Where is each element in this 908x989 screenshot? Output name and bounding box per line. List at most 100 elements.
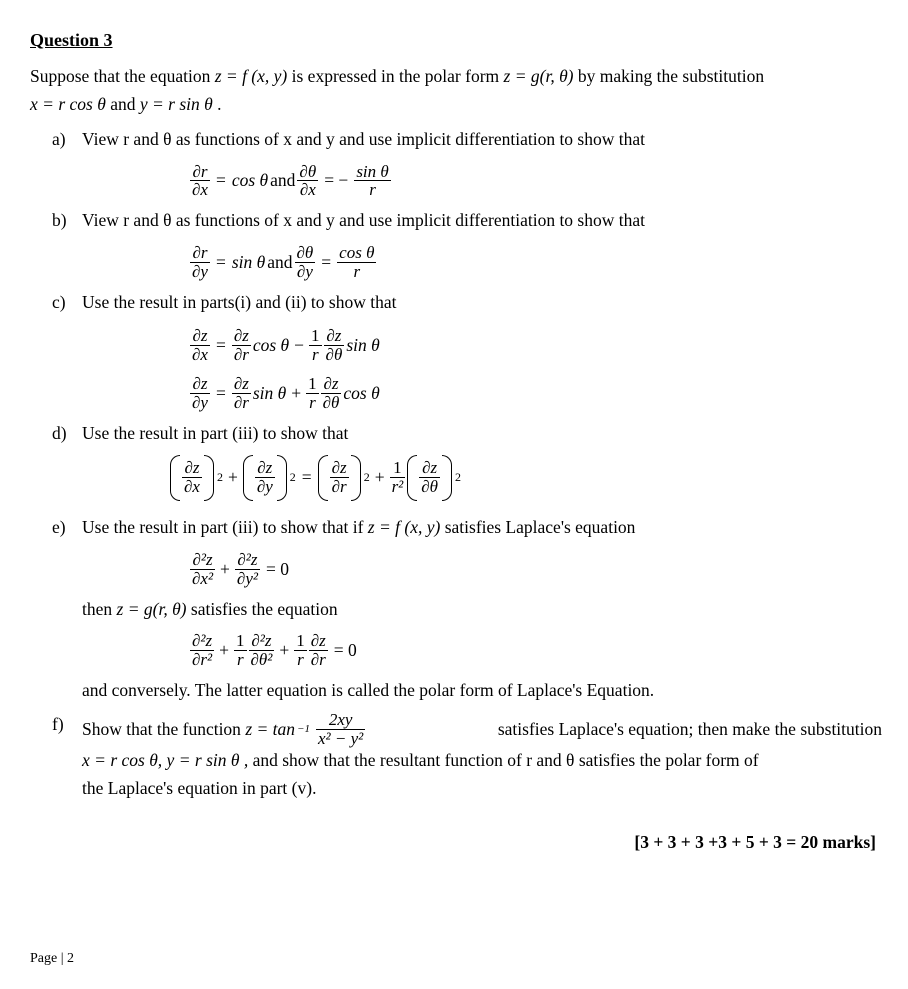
num: ∂r [190,244,210,263]
part-f: f) Show that the function z = tan−1 2xyx… [52,711,882,748]
eq-xrcos: x = r cos θ [30,94,106,114]
part-label: c) [52,289,82,316]
den: ∂y² [235,570,260,588]
den: ∂x [190,181,210,199]
part-label: e) [52,514,82,541]
text: Suppose that the equation [30,66,215,86]
part-b: b) View r and θ as functions of x and y … [52,207,882,234]
inv: −1 [297,721,310,738]
eq-zfxy: z = f (x, y) [215,66,288,86]
eq0: = 0 [266,559,289,580]
then-line: then z = g(r, θ) satisfies the equation [82,596,882,622]
eq-a: ∂r∂x = cos θ and ∂θ∂x = − sin θr [190,161,882,200]
num: ∂z [190,327,210,346]
num: ∂z [419,459,440,478]
num: cos θ [337,244,376,263]
text: Show that the function [82,719,245,739]
eq0: = 0 [334,640,357,661]
text: Use the result in part (iii) to show tha… [82,517,368,537]
part-body: Use the result in part (iii) to show tha… [82,514,882,541]
text: and show that the resultant function of … [253,750,759,770]
den: ∂θ² [249,651,275,669]
part-e: e) Use the result in part (iii) to show … [52,514,882,541]
den: r [309,346,322,364]
num: ∂z [182,459,202,478]
den: r [306,394,319,412]
part-body: View r and θ as functions of x and y and… [82,207,882,234]
part-body: Use the result in part (iii) to show tha… [82,420,882,447]
text: then [82,599,117,619]
part-body: Show that the function z = tan−1 2xyx² −… [82,711,882,748]
num: ∂θ [297,163,318,182]
text: Use the result in part (iii) to show tha… [82,423,348,443]
num: ∂z [324,327,345,346]
den: ∂r [232,346,251,364]
sinth: sin θ [232,252,265,273]
den: ∂x [297,181,318,199]
num: 2xy [316,711,365,730]
den: ∂y [255,478,275,496]
num: ∂θ [295,244,316,263]
den: ∂r [232,394,251,412]
costh: cos θ [232,170,268,191]
eq: z = f (x, y) [368,517,441,537]
den: r [294,651,307,669]
eq-e1: ∂²z∂x² + ∂²z∂y² = 0 [190,549,882,588]
den: ∂r [330,478,349,496]
eq: z = tan [245,716,295,743]
den: ∂x² [190,570,215,588]
subst: x = r cos θ, y = r sin θ , [82,750,248,770]
num: ∂r [190,163,210,182]
den: r [234,651,247,669]
text: and [110,94,140,114]
den: ∂x [190,346,210,364]
den: x² − y² [316,730,365,748]
num: ∂z [190,375,210,394]
and: and [267,252,292,273]
conversely-line: and conversely. The latter equation is c… [82,677,882,703]
num: ∂²z [235,551,260,570]
part-a: a) View r and θ as functions of x and y … [52,126,882,153]
text: . [217,94,221,114]
costh: cos θ [253,334,289,357]
part-label: f) [52,711,82,748]
f-line-2: x = r cos θ, y = r sin θ , and show that… [82,747,882,774]
den: ∂x [182,478,202,496]
page-number: Page | 2 [30,951,74,967]
num: ∂²z [190,632,214,651]
text: satisfies Laplace's equation [445,517,636,537]
text: satisfies Laplace's equation; then make … [498,716,882,743]
intro-line-2: x = r cos θ and y = r sin θ . [30,91,882,117]
num: ∂z [232,327,251,346]
den: ∂y [295,263,316,281]
text: View r and θ as functions of x and y and… [82,129,645,149]
part-body: View r and θ as functions of x and y and… [82,126,882,153]
eq-e2: ∂²z∂r² + 1r ∂²z∂θ² + 1r ∂z∂r = 0 [190,630,882,669]
eq-b: ∂r∂y = sin θ and ∂θ∂y = cos θr [190,242,882,281]
text: by making the substitution [578,66,764,86]
num: ∂z [232,375,251,394]
text: Use the result in parts(i) and (ii) to s… [82,292,396,312]
costh: cos θ [343,382,379,405]
den: r [337,263,376,281]
part-label: b) [52,207,82,234]
num: ∂z [309,632,328,651]
den: ∂r² [190,651,214,669]
marks-line: [3 + 3 + 3 +3 + 5 + 3 = 20 marks] [30,832,876,853]
f-line-3: the Laplace's equation in part (v). [82,775,882,802]
intro-line-1: Suppose that the equation z = f (x, y) i… [30,63,882,89]
num: sin θ [354,163,390,182]
eq-yrsin: y = r sin θ [140,94,213,114]
num: ∂²z [249,632,275,651]
part-label: a) [52,126,82,153]
eq-zgrt: z = g(r, θ) [504,66,574,86]
sinth: sin θ [346,334,379,357]
text: View r and θ as functions of x and y and… [82,210,645,230]
eq: z = g(r, θ) [117,599,187,619]
part-c: c) Use the result in parts(i) and (ii) t… [52,289,882,316]
num: ∂²z [190,551,215,570]
den: ∂r [309,651,328,669]
part-body: Use the result in parts(i) and (ii) to s… [82,289,882,316]
eq-c2: ∂z∂y = ∂z∂r sin θ + 1r ∂z∂θ cos θ [190,372,882,412]
den: ∂y [190,394,210,412]
